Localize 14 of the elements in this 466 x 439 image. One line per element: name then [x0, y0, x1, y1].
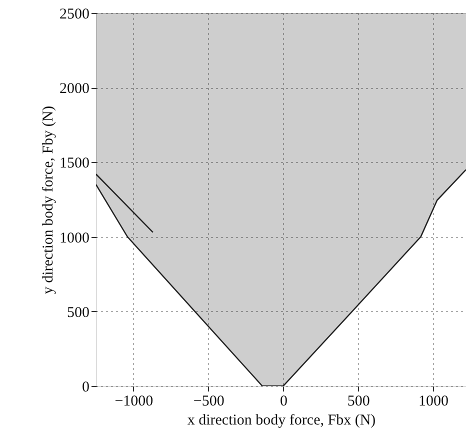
- x-tick-label: 0: [280, 394, 288, 410]
- y-tick-label: 1500: [60, 156, 90, 172]
- y-tick-label: 2000: [60, 81, 90, 98]
- x-tick-label: −1000: [114, 394, 154, 410]
- x-tick-label: −500: [193, 394, 224, 410]
- y-tick-label: 500: [67, 304, 90, 321]
- x-tick-label: 1000: [418, 394, 449, 410]
- line-series: [96, 169, 466, 386]
- x-axis-title: x direction body force, Fbx (N): [187, 412, 376, 428]
- y-tick-label: 1000: [60, 230, 90, 246]
- y-tick-label: 2500: [60, 6, 90, 22]
- y-axis-title: y direction body force, Fby (N): [40, 106, 56, 294]
- x-tick-label: 500: [347, 394, 370, 410]
- y-tick-label: 0: [82, 380, 90, 396]
